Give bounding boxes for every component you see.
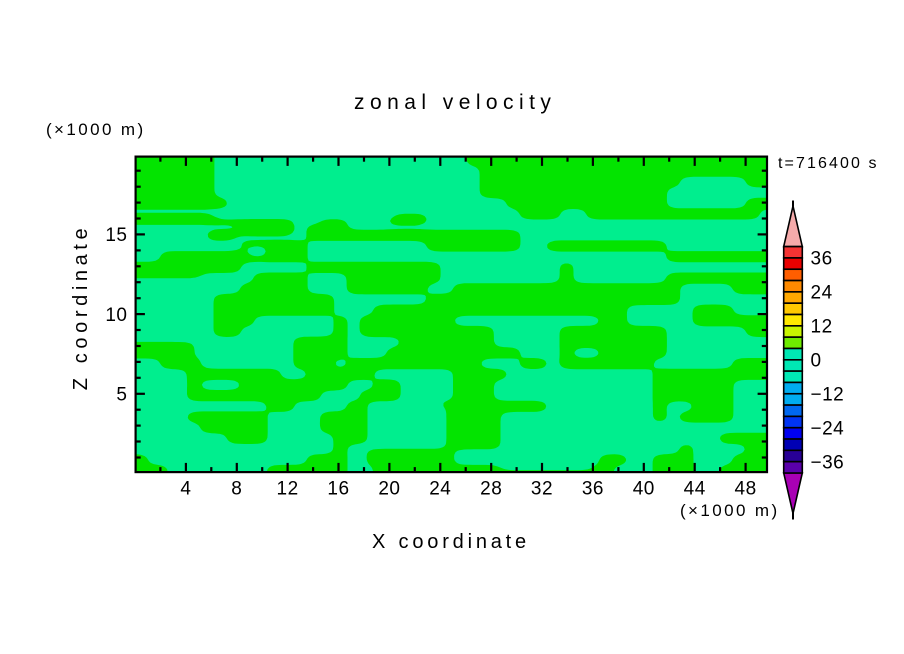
svg-text:36: 36 (811, 249, 833, 270)
svg-text:4: 4 (180, 479, 191, 500)
svg-text:12: 12 (811, 317, 833, 338)
svg-text:40: 40 (633, 479, 655, 500)
svg-text:(×1000 m): (×1000 m) (46, 120, 146, 139)
svg-text:8: 8 (231, 479, 242, 500)
svg-text:20: 20 (378, 479, 400, 500)
svg-text:32: 32 (531, 479, 553, 500)
svg-text:10: 10 (105, 305, 127, 326)
svg-text:5: 5 (116, 385, 127, 406)
svg-text:(×1000 m): (×1000 m) (680, 501, 780, 520)
svg-text:24: 24 (811, 283, 833, 304)
svg-text:24: 24 (429, 479, 451, 500)
svg-text:−24: −24 (811, 419, 845, 440)
svg-text:X coordinate: X coordinate (372, 531, 530, 553)
svg-text:15: 15 (105, 225, 127, 246)
svg-text:36: 36 (582, 479, 604, 500)
svg-text:28: 28 (480, 479, 502, 500)
svg-text:12: 12 (277, 479, 299, 500)
svg-text:zonal velocity: zonal velocity (354, 91, 556, 114)
svg-text:Z coordinate: Z coordinate (70, 224, 92, 390)
svg-text:44: 44 (684, 479, 706, 500)
svg-text:16: 16 (327, 479, 349, 500)
svg-text:−12: −12 (811, 385, 845, 406)
svg-text:0: 0 (811, 351, 822, 372)
svg-text:t=716400 s: t=716400 s (778, 155, 879, 172)
svg-text:48: 48 (735, 479, 757, 500)
svg-text:−36: −36 (811, 453, 845, 474)
